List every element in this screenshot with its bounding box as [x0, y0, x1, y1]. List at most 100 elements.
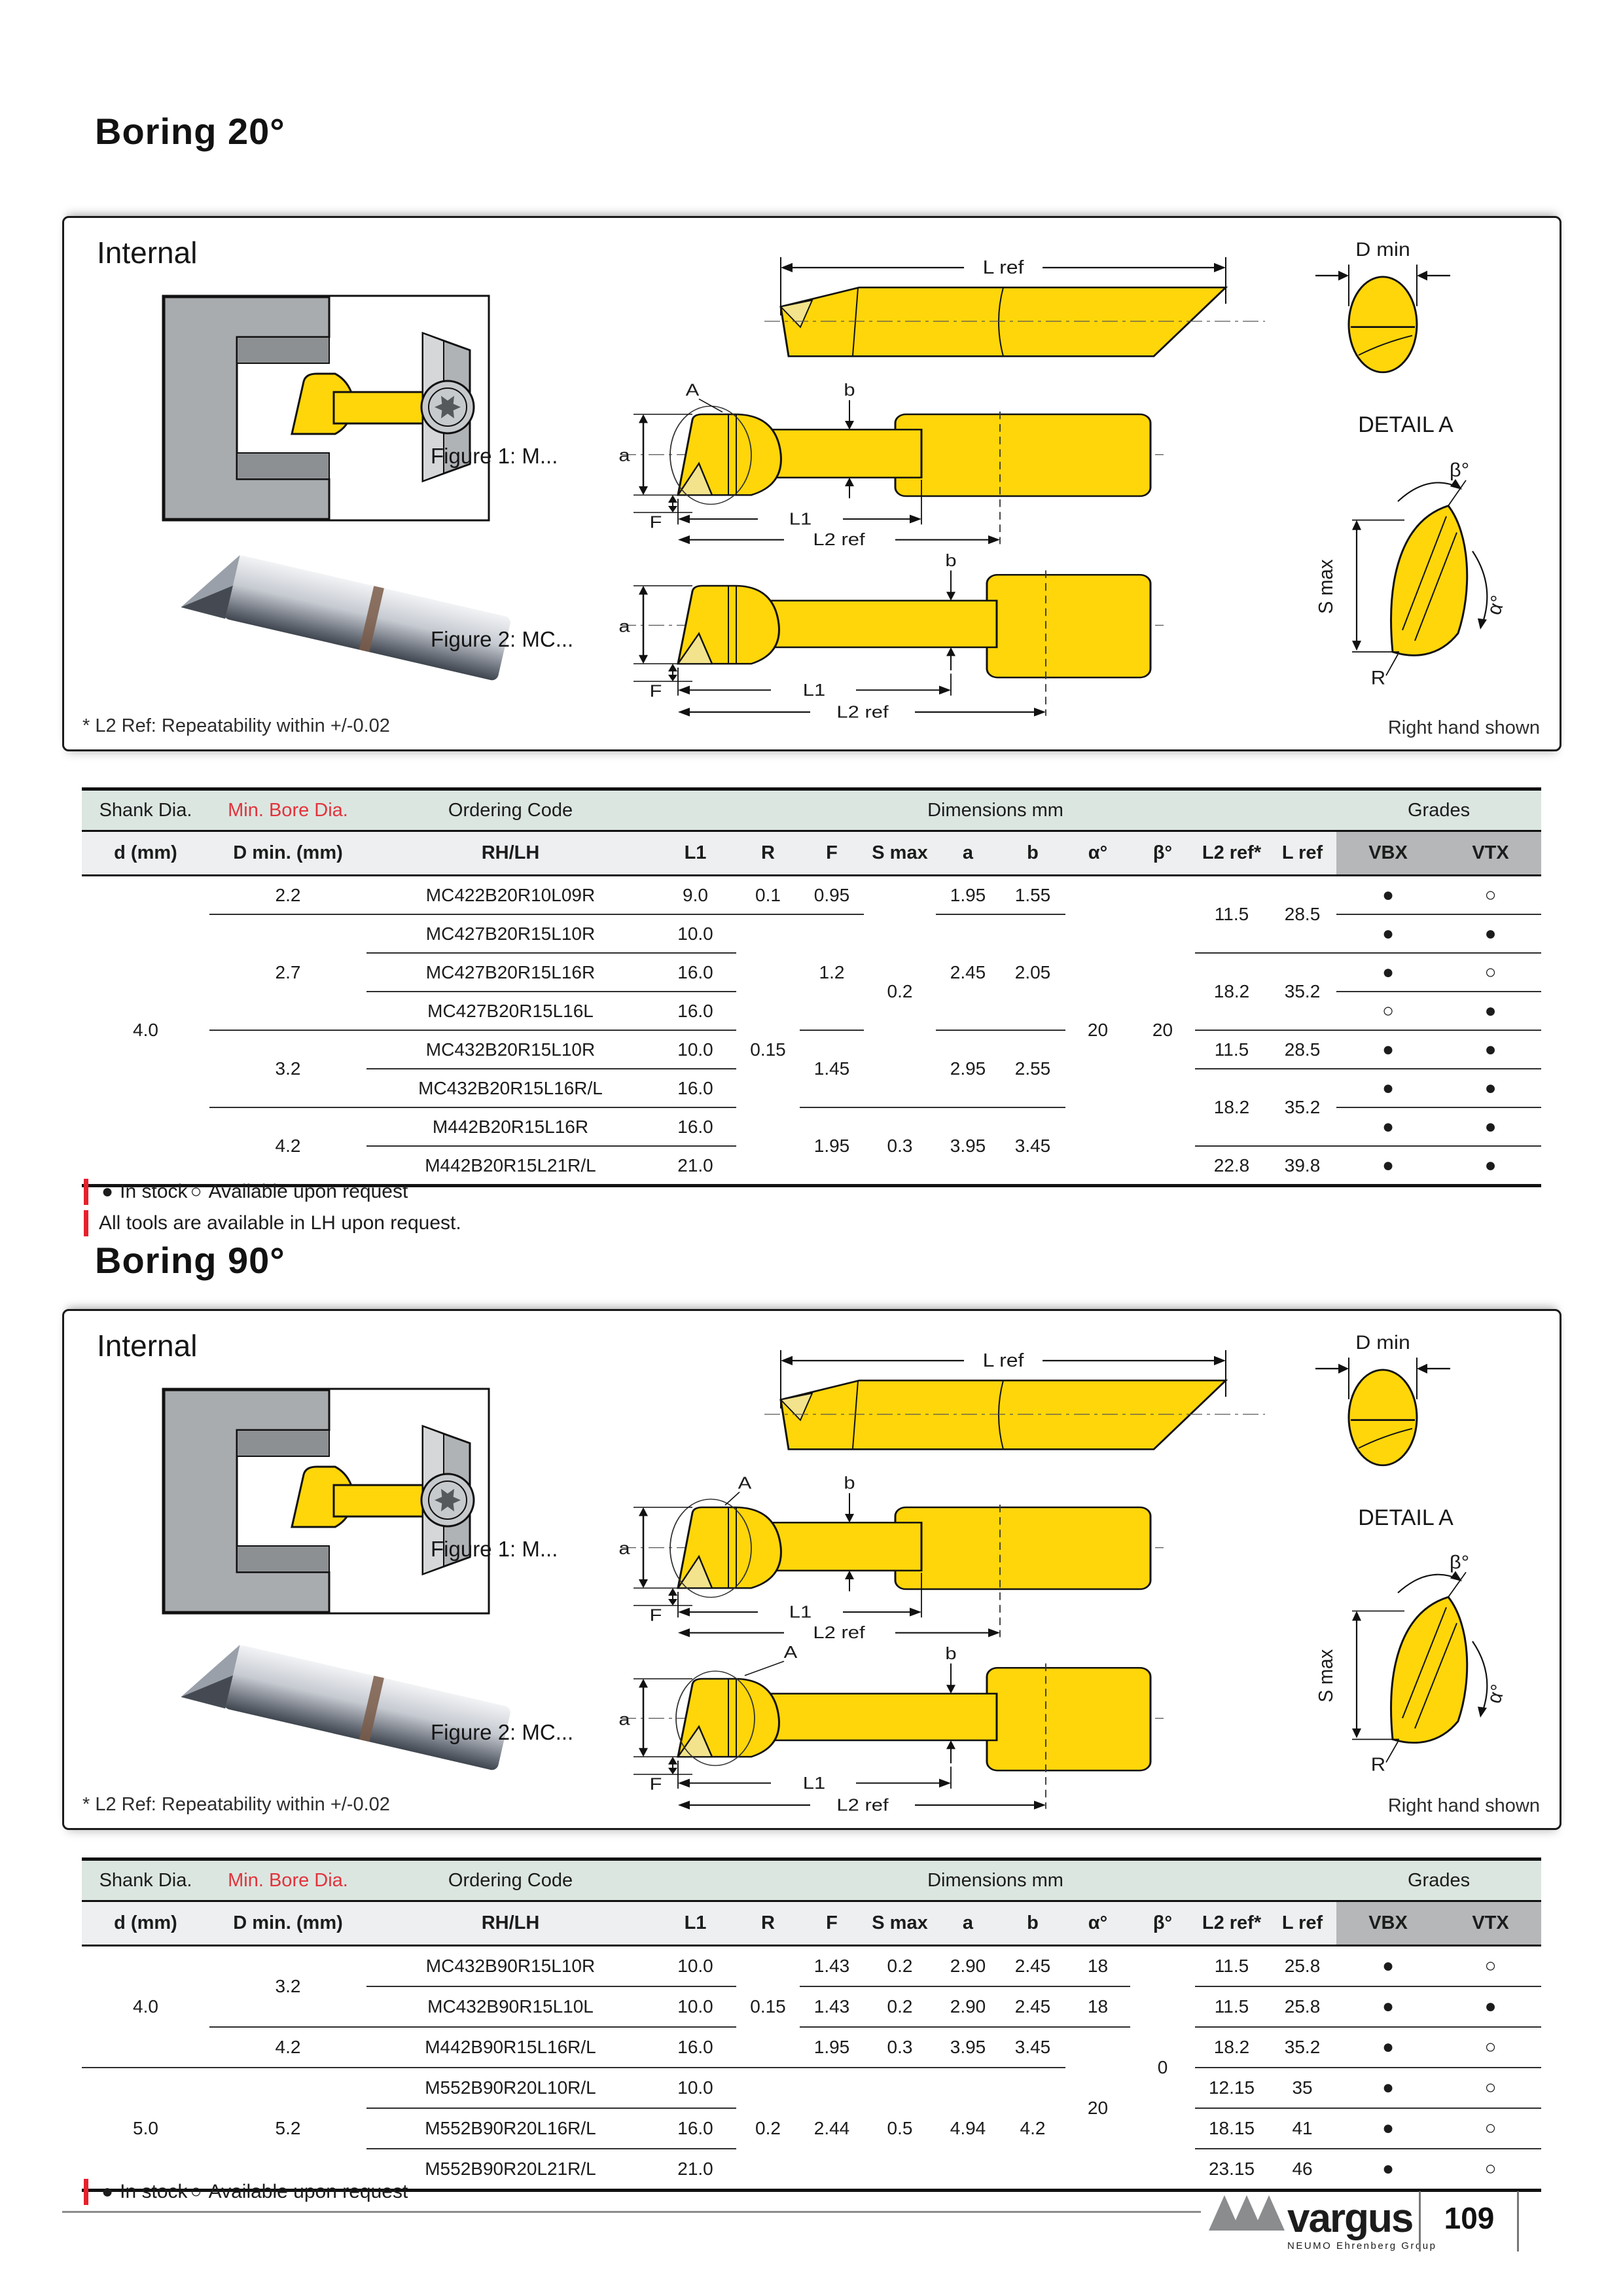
cell-d: 5.0 — [82, 2068, 209, 2191]
table-row: 3.2 MC432B20R15L10R 10.0 1.45 2.95 2.55 … — [82, 1030, 1542, 1108]
lref-label: L ref — [983, 1350, 1024, 1371]
col-F: F — [800, 1901, 864, 1946]
col-a: a — [936, 1901, 1000, 1946]
col-Dmin: D min. (mm) — [209, 1901, 366, 1946]
cell-l2: 18.2 — [1195, 2027, 1268, 2068]
col-alpha: α° — [1065, 831, 1130, 876]
svg-text:F: F — [650, 1775, 662, 1794]
cell-vtx: ○ — [1440, 953, 1542, 992]
cell-lref: 46 — [1268, 2149, 1337, 2191]
svg-text:b: b — [945, 1644, 956, 1663]
svg-text:L2 ref: L2 ref — [813, 1623, 865, 1642]
col-smax: S max — [864, 1901, 936, 1946]
cell-lref: 35.2 — [1268, 953, 1337, 1031]
figure2-drawing: a b F L1 L2 ref — [618, 551, 1164, 722]
cell-a: 3.95 — [936, 2027, 1000, 2068]
svg-text:L2 ref: L2 ref — [813, 530, 865, 549]
dmin-figure: D min — [1315, 1331, 1450, 1467]
workpiece-drawing — [162, 295, 490, 522]
cell-L1: 10.0 — [654, 1030, 736, 1069]
brand-label: vargus — [1287, 2196, 1412, 2241]
table-row: M552B90R20L21R/L 21.0 23.15 46 ● ○ — [82, 2149, 1542, 2191]
cell-d: 4.0 — [82, 875, 209, 1187]
cell-L1: 10.0 — [654, 1986, 736, 2028]
table-row: 5.0 5.2 M552B90R20L10R/L 10.0 0.2 2.44 0… — [82, 2068, 1542, 2191]
figure1-drawing: A a b F L1 — [618, 1474, 1164, 1642]
lh-note-label: All tools are available in LH upon reque… — [99, 1212, 461, 1234]
cell-alpha: 18 — [1065, 1945, 1130, 1987]
cell-vbx: ○ — [1336, 992, 1440, 1031]
open-dot-icon: ○ — [190, 1181, 202, 1202]
col-minbore: Min. Bore Dia. — [209, 1859, 366, 1902]
cell-vbx: ● — [1336, 1030, 1440, 1069]
cell-L1: 21.0 — [654, 1146, 736, 1187]
cell-a: 2.45 — [936, 914, 1000, 1031]
cell-code: M552B90R20L21R/L — [366, 2149, 654, 2191]
cell-b: 2.55 — [1000, 1030, 1065, 1108]
svg-text:L1: L1 — [789, 1603, 812, 1622]
dmin-label: D min — [1355, 1331, 1410, 1354]
cell-vtx: ○ — [1440, 2149, 1542, 2191]
cell-L1: 16.0 — [654, 953, 736, 992]
cell-vtx: ● — [1440, 1146, 1542, 1187]
cell-code: MC432B20R15L16R/L — [366, 1069, 654, 1108]
cell-lref: 35.2 — [1268, 2027, 1337, 2068]
footer-divider — [1517, 2191, 1519, 2251]
in-stock-label: In stock — [120, 1181, 188, 1202]
internal-label: Internal — [97, 236, 198, 270]
cell-vtx: ○ — [1440, 1945, 1542, 1987]
col-vtx: VTX — [1440, 831, 1542, 876]
svg-text:L1: L1 — [789, 510, 812, 529]
cell-vtx: ○ — [1440, 2027, 1542, 2068]
table-row: 4.2 M442B90R15L16R/L 16.0 1.95 0.3 3.95 … — [82, 2027, 1542, 2191]
svg-text:S max: S max — [1315, 1649, 1337, 1702]
cell-L1: 16.0 — [654, 2027, 736, 2068]
section-title-boring90: Boring 90° — [95, 1240, 285, 1281]
svg-text:b: b — [844, 381, 855, 400]
torx-icon — [435, 395, 461, 419]
red-bar-icon — [84, 2179, 88, 2205]
cell-smax: 0.2 — [864, 1986, 936, 2028]
cell-vbx: ● — [1336, 2149, 1440, 2191]
svg-text:L1: L1 — [803, 681, 825, 700]
boring90-panel: Internal — [62, 1309, 1561, 1830]
svg-text:β°: β° — [1450, 460, 1469, 481]
cell-b: 2.05 — [1000, 914, 1065, 1031]
svg-text:a: a — [618, 446, 630, 465]
cell-F: 2.44 — [800, 2068, 864, 2191]
page-number: 109 — [1444, 2201, 1495, 2235]
cell-smax: 0.3 — [864, 2027, 936, 2068]
svg-text:R: R — [1371, 1755, 1385, 1776]
cell-l2: 18.2 — [1195, 1069, 1268, 1147]
cell-a: 2.90 — [936, 1945, 1000, 1987]
cell-L1: 21.0 — [654, 2149, 736, 2191]
cell-vbx: ● — [1336, 1945, 1440, 1987]
cell-L1: 16.0 — [654, 1069, 736, 1108]
cell-vbx: ● — [1336, 914, 1440, 954]
cell-code: MC427B20R15L16L — [366, 992, 654, 1031]
vargus-logo: vargus NEUMO Ehrenberg Group — [1209, 2195, 1435, 2251]
svg-text:L2 ref: L2 ref — [836, 1796, 888, 1815]
cell-F: 1.43 — [800, 1986, 864, 2028]
cell-l2: 12.15 — [1195, 2068, 1268, 2109]
col-R: R — [736, 1901, 800, 1946]
footer-rule — [62, 2211, 1201, 2213]
col-F: F — [800, 831, 864, 876]
cell-R: 0.1 — [736, 875, 800, 915]
table-header-row: Shank Dia. Min. Bore Dia. Ordering Code … — [82, 789, 1542, 832]
cell-F: 1.45 — [800, 1030, 864, 1108]
dmin-label: D min — [1355, 238, 1410, 260]
cell-smax: 0.3 — [864, 1107, 936, 1187]
red-bar-icon — [84, 1179, 88, 1205]
col-a: a — [936, 831, 1000, 876]
cell-vbx: ● — [1336, 1107, 1440, 1147]
available-label: Available upon request — [208, 1181, 408, 1202]
table-row: 4.0 3.2 MC432B90R15L10R 10.0 0.15 1.43 0… — [82, 1945, 1542, 2191]
col-l2ref: L2 ref* — [1195, 1901, 1268, 1946]
cell-vtx: ○ — [1440, 875, 1542, 915]
cell-D: 3.2 — [209, 1945, 366, 2028]
table-row: 2.7 MC427B20R15L10R 10.0 0.15 1.2 2.45 2… — [82, 914, 1542, 1187]
col-d: d (mm) — [82, 831, 209, 876]
cell-code: MC432B20R15L10R — [366, 1030, 654, 1069]
